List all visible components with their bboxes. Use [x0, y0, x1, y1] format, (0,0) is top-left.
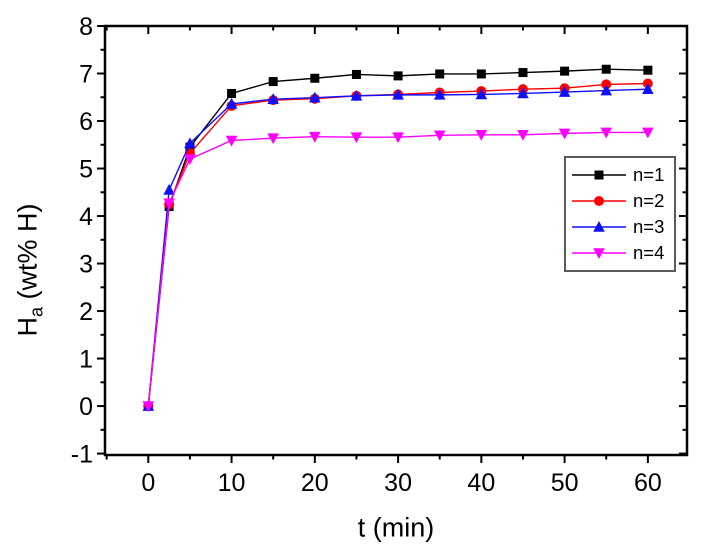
x-axis-title: t (min)	[357, 512, 435, 543]
series-point-n1	[601, 64, 611, 74]
y-tick-label: 1	[79, 346, 93, 374]
legend-marker-n3	[593, 221, 605, 232]
legend-item-n1: n=1	[572, 163, 674, 187]
series-point-n4	[142, 401, 155, 413]
legend: n=1 n=2 n=3 n=4	[564, 156, 676, 272]
y-tick-label: 0	[79, 393, 93, 421]
series-point-n3	[309, 91, 321, 103]
series-point-n3	[517, 87, 529, 99]
series-point-n4	[350, 132, 363, 144]
series-point-n4	[392, 132, 404, 144]
series-point-n3	[267, 93, 279, 104]
series-point-n1	[310, 73, 320, 83]
series-point-n4	[642, 127, 654, 139]
series-point-n1	[435, 69, 445, 79]
series-point-n1	[393, 71, 403, 81]
series-point-n4	[600, 127, 613, 139]
series-point-n4	[184, 154, 196, 166]
series-point-n3	[163, 183, 175, 195]
legend-label-n2: n=2	[633, 189, 665, 211]
series-point-n4	[309, 131, 321, 143]
legend-item-n4: n=4	[572, 241, 674, 265]
x-tick-label: 50	[551, 469, 579, 497]
series-point-n4	[163, 198, 175, 210]
legend-marker-n4	[593, 248, 605, 259]
series-point-n1	[560, 66, 570, 76]
series-point-n4	[225, 135, 238, 147]
series-point-n4	[267, 133, 279, 145]
series-line-n3	[147, 88, 648, 407]
y-tick-label: 5	[79, 156, 93, 184]
series-point-n4	[433, 130, 446, 142]
legend-label-n4: n=4	[633, 241, 665, 263]
series-n3	[142, 83, 654, 411]
x-tick-label: 20	[301, 469, 329, 497]
x-tick-label: 0	[141, 469, 155, 497]
series-n4	[142, 127, 654, 413]
y-axis-title-subscript: a	[26, 306, 47, 318]
series-point-n2	[601, 79, 612, 90]
series-point-n4	[517, 129, 529, 141]
series-point-n1	[476, 69, 486, 79]
y-tick-label: 8	[79, 13, 93, 41]
y-tick-label: 3	[79, 251, 93, 279]
y-axis-title-suffix: (wt% H)	[12, 203, 43, 307]
series-point-n4	[475, 129, 488, 141]
series-point-n4	[558, 128, 571, 140]
series-point-n3	[600, 84, 613, 96]
series-point-n3	[433, 88, 446, 100]
legend-item-n2: n=2	[572, 189, 674, 213]
legend-marker-n1	[594, 170, 604, 180]
series-point-n3	[558, 86, 571, 97]
y-axis-title-main: H	[12, 317, 43, 337]
series-line-n1	[147, 68, 648, 407]
legend-label-n3: n=3	[633, 215, 665, 237]
y-tick-label: 7	[79, 61, 93, 89]
series-line-n4	[147, 131, 648, 407]
series-point-n3	[392, 88, 404, 100]
series-point-n3	[225, 97, 238, 109]
legend-sample-n4	[572, 248, 626, 259]
x-tick-label: 30	[384, 469, 412, 497]
x-tick-label: 10	[218, 469, 246, 497]
y-tick-label: 6	[79, 108, 93, 136]
legend-item-n3: n=3	[572, 215, 674, 239]
legend-marker-n2	[594, 196, 604, 206]
x-tick-label: 40	[467, 469, 495, 497]
series-point-n1	[351, 69, 361, 79]
series-point-n3	[350, 89, 363, 101]
legend-sample-n1	[572, 170, 626, 180]
series-point-n3	[475, 88, 488, 100]
series-point-n3	[642, 83, 654, 94]
y-axis-title: Ha (wt% H)	[12, 203, 47, 336]
y-tick-label: -1	[71, 441, 93, 469]
series-point-n1	[518, 68, 528, 78]
series-point-n1	[227, 88, 237, 98]
series-point-n1	[643, 65, 653, 75]
y-tick-label: 4	[79, 203, 93, 231]
legend-sample-n2	[572, 196, 626, 206]
legend-label-n1: n=1	[633, 163, 665, 185]
legend-sample-n3	[572, 221, 626, 232]
x-tick-label: 60	[634, 469, 662, 497]
series-point-n1	[268, 77, 278, 87]
series-point-n3	[184, 137, 196, 149]
y-tick-label: 2	[79, 298, 93, 326]
